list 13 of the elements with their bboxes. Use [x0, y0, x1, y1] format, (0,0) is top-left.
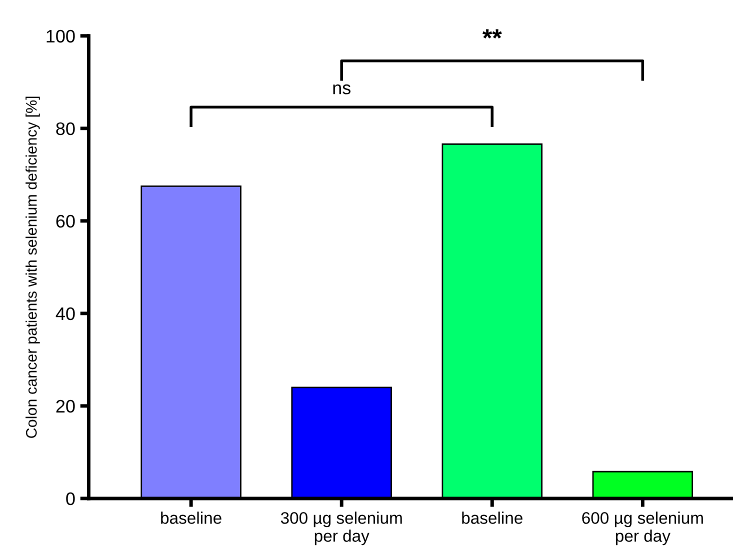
y-tick-label: 60	[56, 214, 75, 228]
y-tick-label: 0	[66, 492, 75, 506]
y-tick-label: 20	[56, 400, 75, 413]
x-tick-label: baseline	[462, 512, 522, 524]
x-tick-label: 600 µg selenium per day	[582, 512, 703, 546]
y-tick-label: 100	[46, 30, 75, 43]
annotation: **	[482, 29, 502, 39]
x-tick-label: baseline	[161, 512, 222, 524]
annotation: ns	[333, 84, 350, 94]
y-tick-label: 40	[56, 307, 75, 320]
y-axis-title: Colon cancer patients with selenium deficiency [%]	[26, 96, 40, 438]
x-tick-label: 300 µg selenium per day	[280, 512, 402, 546]
y-tick-label: 80	[56, 122, 75, 136]
